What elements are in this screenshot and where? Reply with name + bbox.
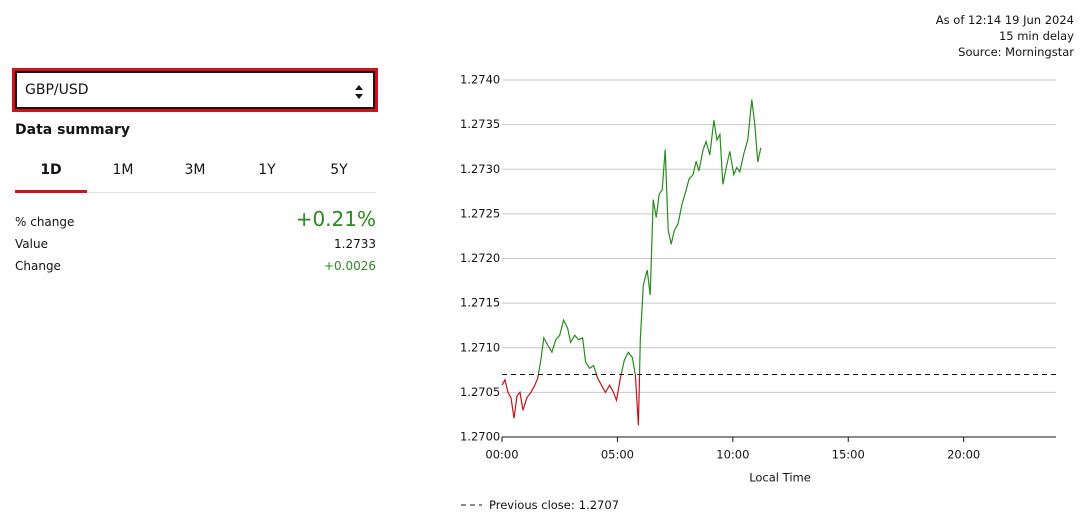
summary-row: Value 1.2733 (15, 237, 376, 251)
select-arrows (355, 85, 363, 99)
select-value: GBP/USD (25, 82, 89, 98)
y-tick-label: 1.2725 (460, 206, 500, 220)
delay: 15 min delay (998, 29, 1074, 43)
row-label: Change (15, 259, 61, 273)
select-box: GBP/USD (15, 71, 375, 109)
summary-row: % change +0.21% (15, 207, 376, 231)
tabs: 1D 1M 3M 1Y 5Y (15, 150, 376, 193)
x-tick-label: 20:00 (947, 448, 980, 462)
price-line-down (501, 374, 641, 426)
y-tick-label: 1.2720 (460, 251, 500, 265)
row-value: +0.21% (295, 207, 376, 231)
y-tick-label: 1.2710 (460, 340, 500, 354)
row-label: Value (15, 237, 48, 251)
pair-select[interactable]: GBP/USD (12, 68, 378, 112)
row-label: % change (15, 215, 75, 229)
y-tick-label: 1.2705 (460, 385, 500, 399)
tab[interactable]: 1M (112, 162, 134, 178)
source: Source: Morningstar (958, 45, 1074, 59)
y-tick-label: 1.2730 (460, 162, 500, 176)
y-tick-label: 1.2735 (460, 117, 500, 131)
price-line-up (537, 99, 762, 375)
x-tick-label: 05:00 (601, 448, 634, 462)
summary-title: Data summary (15, 122, 131, 138)
x-tick-label: 15:00 (832, 448, 865, 462)
header: As of 12:14 19 Jun 2024 15 min delay Sou… (936, 12, 1074, 60)
legend-label: Previous close: 1.2707 (489, 498, 619, 512)
tab[interactable]: 5Y (330, 162, 348, 178)
legend-text: Previous close: (489, 498, 575, 512)
as-of: As of 12:14 19 Jun 2024 (935, 13, 1074, 27)
legend-value: 1.2707 (579, 498, 619, 512)
tab[interactable]: 1Y (258, 162, 276, 178)
y-tick-label: 1.2700 (460, 430, 500, 444)
x-tick-label: 10:00 (716, 448, 749, 462)
tab[interactable]: 3M (184, 162, 206, 178)
row-value: 1.2733 (334, 237, 376, 251)
row-value: +0.0026 (323, 259, 376, 273)
x-tick-label: 00:00 (485, 448, 518, 462)
tab[interactable]: 1D (15, 150, 87, 193)
y-tick-label: 1.2715 (460, 296, 500, 310)
x-axis-label: Local Time (749, 471, 811, 485)
y-tick-label: 1.2740 (460, 73, 500, 87)
summary-row: Change +0.0026 (15, 259, 376, 273)
